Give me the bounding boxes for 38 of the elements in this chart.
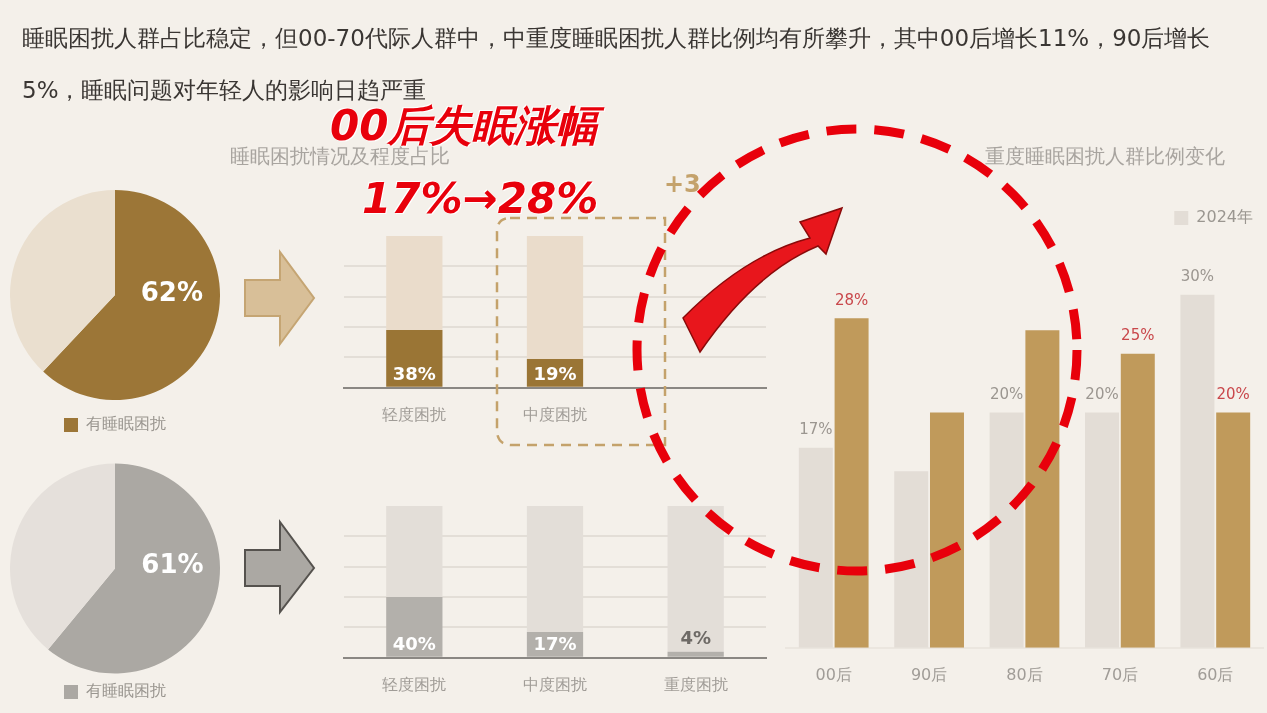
data-label: 20% bbox=[989, 384, 1024, 403]
data-label: 61% bbox=[141, 549, 204, 580]
bar bbox=[386, 597, 443, 657]
text: +3 bbox=[664, 170, 701, 198]
data-label: 25% bbox=[1121, 326, 1155, 345]
x-tick-label: 00后 bbox=[815, 664, 852, 684]
x-tick-label: 90后 bbox=[910, 664, 948, 684]
x-tick-label: 中度困扰 bbox=[523, 404, 587, 424]
legend-label: 有睡眠困扰 bbox=[86, 681, 166, 701]
data-label: 17% bbox=[533, 633, 577, 655]
text: 睡眠困扰人群占比稳定，但00-70代际人群中，中重度睡眠困扰人群比例均有所攀升，其中00后增长11%，90后增长5%，睡眠问题对年轻人的影响日趋严重 bbox=[22, 24, 1212, 104]
data-label: 20% bbox=[1216, 384, 1250, 403]
data-label: 20% bbox=[1085, 384, 1119, 403]
bar bbox=[667, 651, 724, 657]
data-label: 28% bbox=[834, 290, 869, 309]
bar bbox=[1025, 330, 1060, 648]
x-tick-label: 70后 bbox=[1101, 664, 1139, 684]
data-label: 40% bbox=[392, 633, 436, 655]
data-label: 17% bbox=[799, 420, 833, 439]
bar bbox=[929, 412, 964, 648]
legend-label: 2024年 bbox=[1196, 207, 1253, 227]
chart-title: 重度睡眠困扰人群比例变化 bbox=[985, 143, 1225, 170]
data-label: 30% bbox=[1180, 267, 1215, 286]
bar bbox=[1216, 412, 1251, 648]
data-label: 38% bbox=[392, 363, 436, 385]
x-tick-label: 80后 bbox=[1006, 664, 1043, 684]
data-label: 4% bbox=[680, 627, 711, 649]
x-tick-label: 轻度困扰 bbox=[382, 404, 447, 424]
x-tick-label: 轻度困扰 bbox=[382, 674, 447, 694]
x-tick-label: 重度困扰 bbox=[663, 674, 728, 694]
bar bbox=[834, 318, 869, 648]
data-label: 62% bbox=[140, 277, 203, 308]
x-tick-label: 中度困扰 bbox=[523, 674, 587, 694]
legend-label: 有睡眠困扰 bbox=[86, 414, 166, 434]
x-tick-label: 60后 bbox=[1197, 664, 1234, 684]
data-label: 19% bbox=[533, 363, 577, 385]
text: 17%→28% bbox=[362, 174, 599, 223]
bar bbox=[1120, 353, 1155, 648]
